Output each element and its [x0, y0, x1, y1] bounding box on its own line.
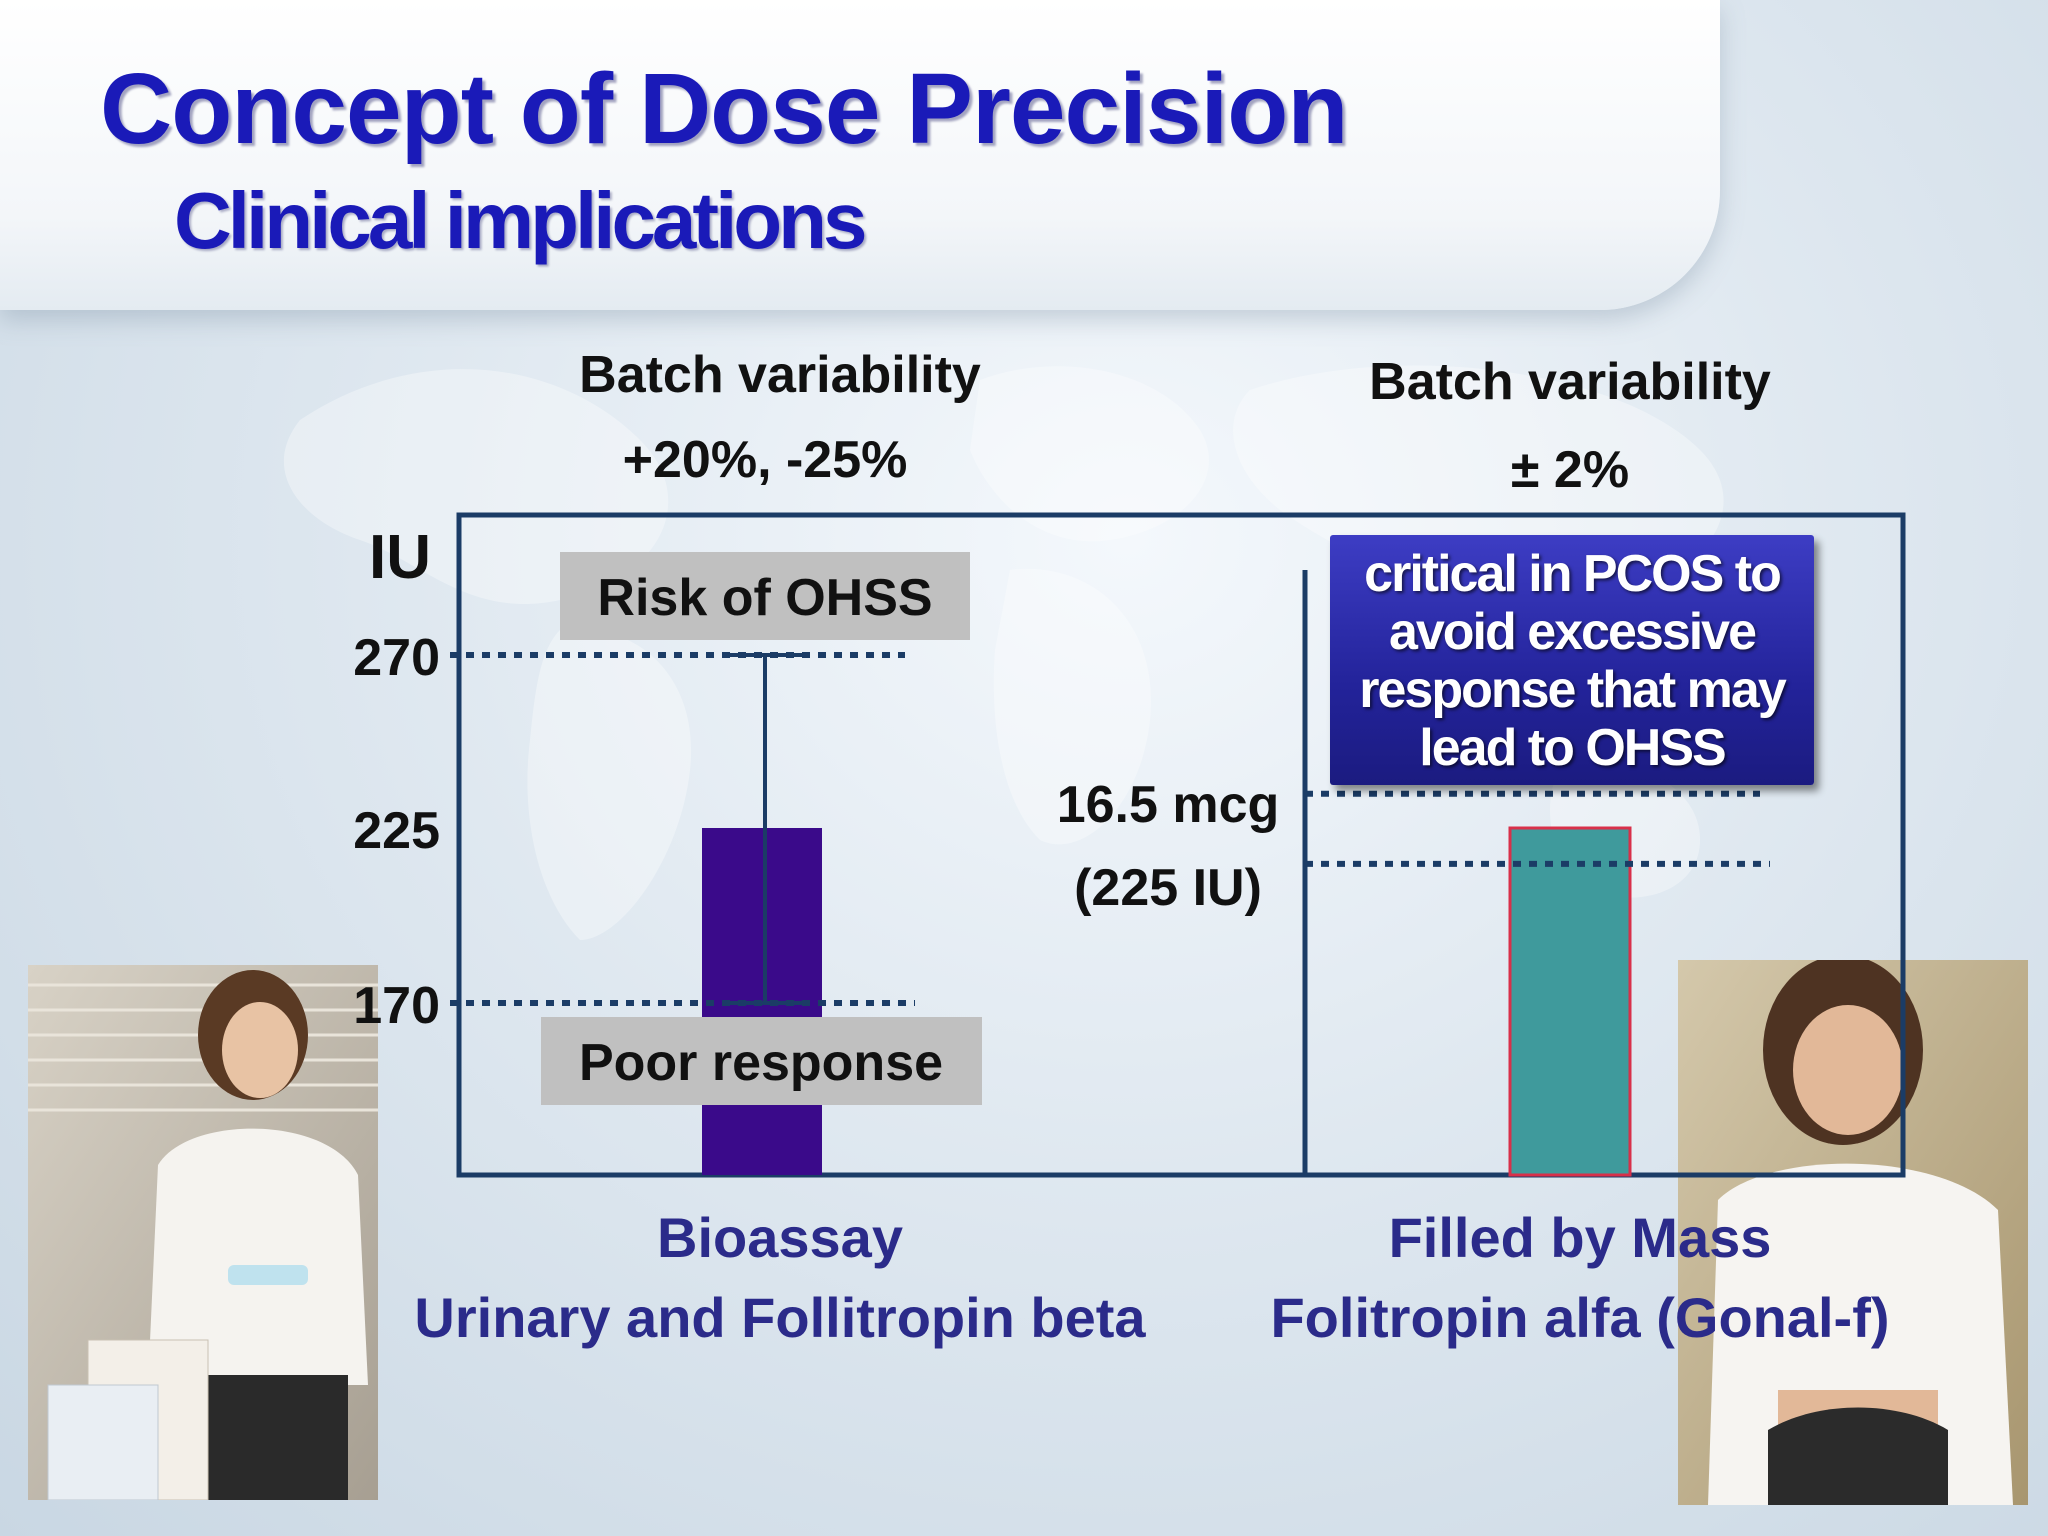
y-tick-label: 225 — [353, 802, 440, 860]
left-batch-label: Batch variability — [579, 346, 981, 404]
photo-woman-self-injecting — [1678, 960, 2028, 1505]
pcos-callout-box: critical in PCOS to avoid excessive resp… — [1330, 535, 1814, 785]
callout-line: critical in PCOS to — [1364, 545, 1782, 603]
poor-response-box — [541, 1017, 982, 1105]
right-caption-method: Filled by Mass — [1388, 1206, 1772, 1269]
slide-title: Concept of Dose Precision — [100, 53, 1348, 165]
right-batch-value: ± 2% — [1510, 441, 1630, 499]
callout-line: lead to OHSS — [1419, 719, 1726, 777]
slide-subtitle: Clinical implications — [174, 176, 868, 265]
y-tick-label: 270 — [353, 629, 440, 687]
callout-line: avoid excessive — [1388, 603, 1757, 661]
chart-frame — [456, 512, 1906, 1178]
bar-filled-by-mass — [1508, 826, 1632, 1177]
dose-label-iu: (225 IU) — [1074, 859, 1262, 917]
poor-response-label: Poor response — [579, 1034, 943, 1092]
left-caption-products: Urinary and Follitropin beta — [414, 1286, 1146, 1349]
callout-line: response that may — [1359, 661, 1787, 719]
left-caption-method: Bioassay — [657, 1206, 903, 1269]
y-tick-label: 170 — [353, 977, 440, 1035]
photo-woman-preparing-injection — [28, 965, 378, 1500]
dose-label-mcg: 16.5 mcg — [1057, 776, 1280, 834]
risk-ohss-label: Risk of OHSS — [597, 569, 932, 627]
y-axis-label: IU — [369, 523, 431, 592]
header-band — [0, 0, 1720, 310]
left-batch-value: +20%, -25% — [622, 431, 908, 489]
risk-ohss-box — [560, 552, 970, 640]
right-caption-product: Folitropin alfa (Gonal-f) — [1270, 1286, 1890, 1349]
right-batch-label: Batch variability — [1369, 353, 1771, 411]
